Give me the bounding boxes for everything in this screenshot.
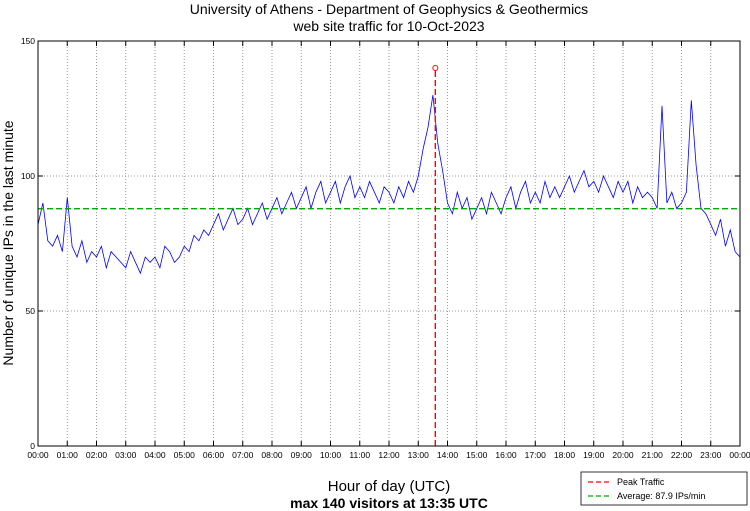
y-tick-label: 50 (26, 306, 36, 316)
x-tick-label: 00:00 (27, 450, 49, 460)
x-axis-label: Hour of day (UTC) (328, 478, 451, 495)
x-tick-label: 21:00 (642, 450, 664, 460)
x-tick-label: 16:00 (495, 450, 517, 460)
x-tick-label: 12:00 (378, 450, 400, 460)
x-tick-label: 19:00 (583, 450, 605, 460)
x-tick-label: 03:00 (115, 450, 137, 460)
legend-peak-label: Peak Traffic (617, 477, 665, 487)
x-tick-label: 13:00 (408, 450, 430, 460)
x-tick-label: 11:00 (349, 450, 370, 460)
legend-average-label: Average: 87.9 IPs/min (617, 491, 705, 501)
peak-marker (432, 65, 439, 71)
x-tick-label: 07:00 (232, 450, 254, 460)
y-axis-label: Number of unique IPs in the last minute (0, 120, 16, 365)
legend-box (580, 471, 748, 506)
x-tick-label: 20:00 (612, 450, 634, 460)
x-tick-label: 15:00 (466, 450, 488, 460)
x-tick-label: 06:00 (203, 450, 225, 460)
x-tick-label: 22:00 (671, 450, 693, 460)
x-tick-label: 02:00 (86, 450, 108, 460)
x-tick-label: 05:00 (174, 450, 196, 460)
chart-subtitle: web site traffic for 10-Oct-2023 (292, 18, 484, 34)
x-tick-label: 08:00 (261, 450, 283, 460)
legend: Peak Traffic Average: 87.9 IPs/min (580, 471, 748, 506)
traffic-line (37, 94, 741, 275)
y-tick-label: 100 (21, 171, 35, 181)
x-tick-label: 23:00 (700, 450, 722, 460)
chart-title: University of Athens - Department of Geo… (190, 1, 588, 17)
y-tick-label: 150 (21, 36, 35, 46)
plot-frame (37, 40, 741, 447)
y-tick-label: 0 (30, 441, 35, 451)
x-tick-label: 04:00 (144, 450, 166, 460)
x-axis-note: max 140 visitors at 13:35 UTC (290, 495, 488, 511)
x-tick-label: 10:00 (320, 450, 342, 460)
x-tick-label: 01:00 (57, 450, 79, 460)
x-tick-label: 09:00 (291, 450, 313, 460)
x-tick-label: 18:00 (554, 450, 576, 460)
x-tick-label: 14:00 (437, 450, 459, 460)
x-tick-label: 00:00 (729, 450, 750, 460)
x-tick-label: 17:00 (525, 450, 547, 460)
